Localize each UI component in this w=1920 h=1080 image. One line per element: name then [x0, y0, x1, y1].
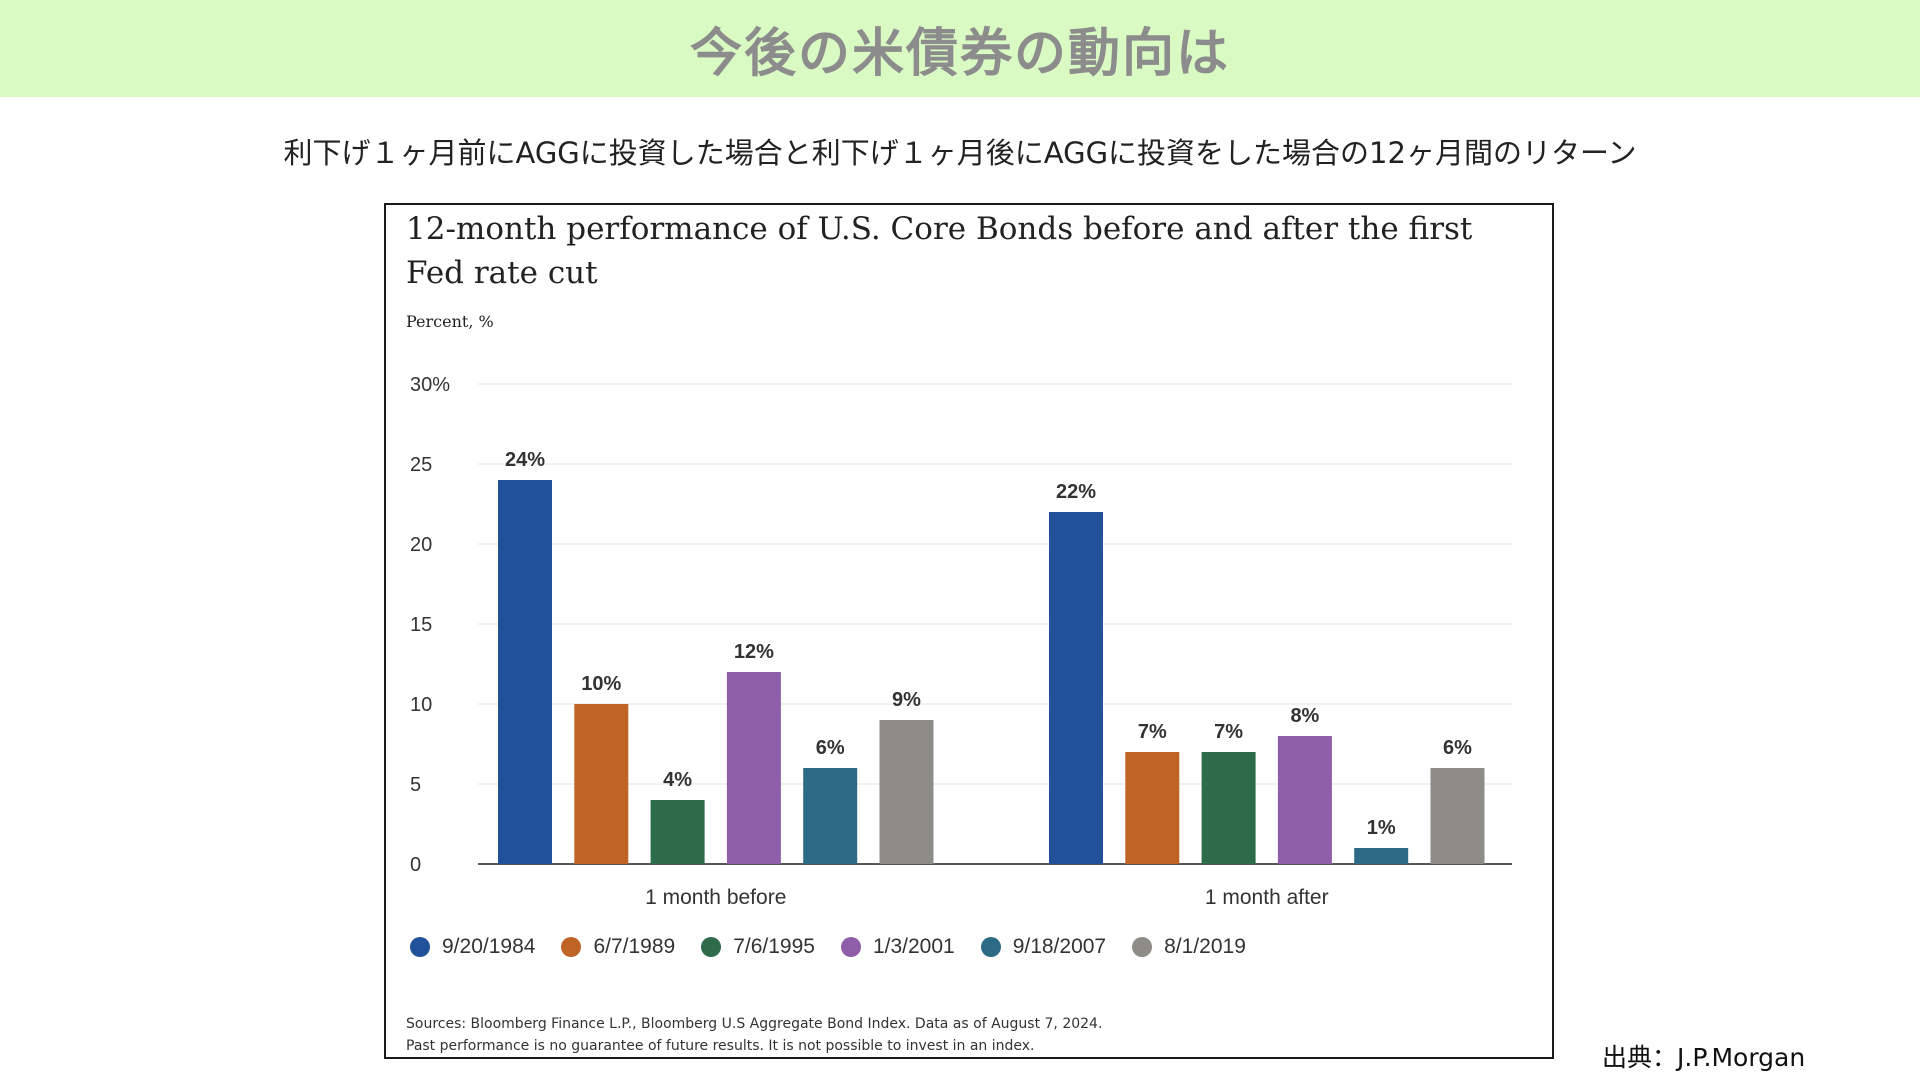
data-label: 9%	[892, 689, 921, 711]
chart-legend: 9/20/1984 6/7/1989 7/6/1995 1/3/2001 9/18/20…	[410, 932, 1272, 962]
legend-swatch	[840, 937, 861, 957]
legend-label: 1/3/2001	[872, 935, 955, 958]
y-tick-label: 30%	[410, 374, 450, 396]
sources-line: Sources: Bloomberg Finance L.P., Bloombe…	[406, 1016, 1103, 1032]
legend-label: 7/6/1995	[733, 935, 815, 958]
chart-frame: 12-month performance of U.S. Core Bonds …	[384, 203, 1554, 1059]
data-label: 6%	[816, 737, 845, 759]
legend-item: 1/3/2001	[840, 935, 955, 959]
bar	[1430, 768, 1485, 864]
legend-swatch	[410, 937, 430, 957]
y-tick-label: 5	[410, 774, 421, 796]
data-label: 4%	[663, 769, 692, 791]
bar	[803, 768, 858, 864]
source-credit: 出典：J.P.Morgan	[1602, 1043, 1806, 1072]
bar	[1277, 736, 1332, 864]
legend-swatch	[1132, 937, 1153, 957]
legend-swatch	[561, 937, 582, 957]
disclaimer-line: Past performance is no guarantee of futu…	[406, 1038, 1035, 1054]
legend-item: 9/18/2007	[980, 935, 1107, 959]
y-tick-label: 20	[410, 534, 432, 556]
bar	[879, 720, 934, 864]
legend-item: 8/1/2019	[1132, 935, 1246, 959]
legend-swatch	[701, 937, 722, 957]
legend-item: 7/6/1995	[701, 935, 815, 959]
data-label: 1%	[1367, 817, 1396, 839]
y-tick-label: 15	[410, 614, 432, 636]
data-label: 22%	[1056, 481, 1096, 503]
legend-item: 9/20/1984	[410, 935, 535, 959]
bar-chart: 30% 25 20 15 10 5 0 24% 10% 4% 12% 6% 9% 1 month befo…	[410, 374, 1512, 909]
chart-unit-label: Percent, %	[406, 312, 494, 331]
legend-label: 9/20/1984	[442, 935, 536, 958]
data-label: 12%	[734, 641, 774, 663]
y-tick-label: 0	[410, 854, 421, 876]
bar	[498, 480, 552, 864]
bar	[1049, 512, 1103, 864]
slide-subtitle: 利下げ１ヶ月前にAGGに投資した場合と利下げ１ヶ月後にAGGに投資をした場合の1…	[283, 136, 1637, 170]
slide-header: 今後の米債券の動向は	[0, 0, 1920, 97]
data-label: 7%	[1214, 721, 1243, 743]
data-label: 6%	[1443, 737, 1472, 759]
x-category-label: 1 month before	[645, 886, 786, 909]
legend-swatch	[980, 937, 1001, 957]
slide-title: 今後の米債券の動向は	[689, 24, 1230, 84]
y-tick-label: 25	[410, 454, 432, 476]
bar	[1125, 752, 1180, 864]
bar	[726, 672, 781, 864]
bar	[1201, 752, 1256, 864]
legend-label: 8/1/2019	[1164, 935, 1246, 958]
y-tick-label: 10	[410, 694, 432, 716]
bar	[574, 704, 629, 864]
data-label: 7%	[1138, 721, 1167, 743]
legend-label: 6/7/1989	[593, 935, 676, 958]
x-category-label: 1 month after	[1205, 886, 1329, 909]
data-label: 10%	[581, 673, 621, 695]
chart-title: 12-month performance of U.S. Core Bonds …	[406, 211, 1473, 291]
bar	[650, 800, 705, 864]
bar	[1354, 848, 1409, 864]
legend-label: 9/18/2007	[1012, 935, 1107, 958]
chart-sources: Sources: Bloomberg Finance L.P., Bloombe…	[406, 1013, 1526, 1057]
data-label: 8%	[1290, 705, 1319, 727]
legend-item: 6/7/1989	[561, 935, 675, 959]
data-label: 24%	[505, 449, 545, 471]
